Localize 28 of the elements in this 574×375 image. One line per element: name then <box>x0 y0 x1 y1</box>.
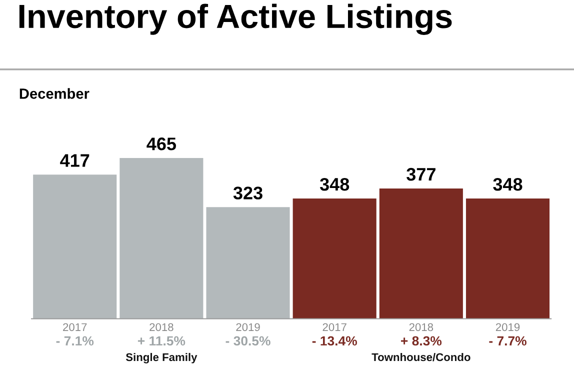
text: - 7.7% <box>489 336 526 346</box>
bar <box>466 198 550 319</box>
x-tick-label: 2019 <box>236 323 260 332</box>
data-label: 348 <box>320 178 350 191</box>
x-tick-label: 2019 <box>496 323 520 332</box>
data-label: 323 <box>233 186 262 200</box>
text: Townhouse/Condo <box>372 352 470 362</box>
bar <box>206 207 290 319</box>
chart-subtitle: December <box>20 88 90 99</box>
text: Single Family <box>126 352 198 364</box>
data-label: 377 <box>406 168 436 181</box>
bar <box>33 174 117 319</box>
data-label: 348 <box>493 178 522 191</box>
text: + 11.5% <box>138 336 186 346</box>
x-tick-label: 2018 <box>150 323 174 332</box>
data-label: 465 <box>146 138 176 150</box>
text: - 13.4% <box>312 336 357 346</box>
bar <box>120 158 204 319</box>
chart-title: Inventory of Active Listings <box>19 4 452 35</box>
text: - 30.5% <box>226 336 270 346</box>
data-label: 417 <box>60 154 90 167</box>
x-tick-label: 2017 <box>63 323 87 332</box>
bar <box>379 188 463 319</box>
bar <box>292 198 376 319</box>
x-tick-label: 2018 <box>409 323 434 332</box>
text: + 8.3% <box>401 336 442 346</box>
x-tick-label: 2017 <box>322 323 346 332</box>
text: - 7.1% <box>56 336 94 346</box>
